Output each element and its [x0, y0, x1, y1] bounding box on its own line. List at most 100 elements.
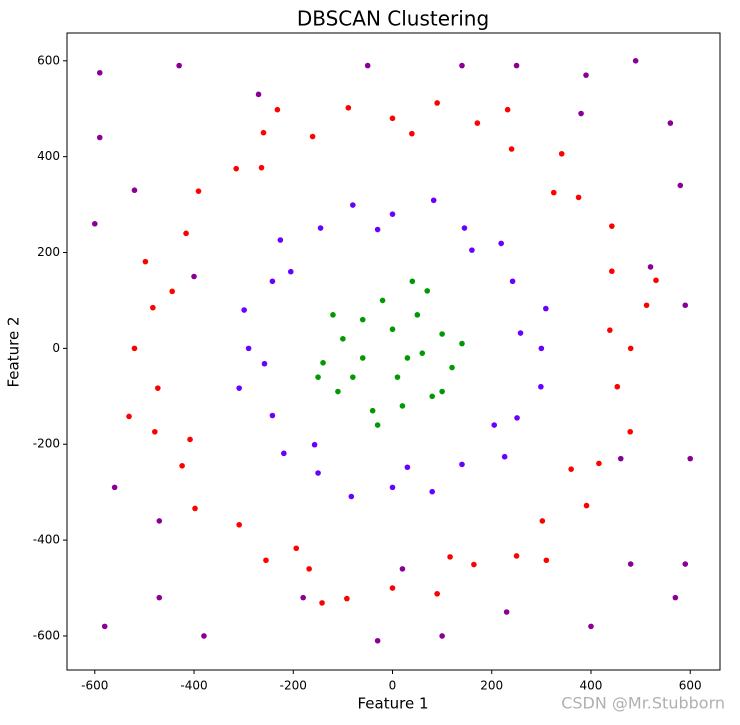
point [315, 470, 321, 476]
point [183, 230, 189, 237]
point [195, 188, 202, 194]
point [320, 359, 326, 366]
point [241, 307, 247, 313]
x-tick-label: -400 [180, 679, 207, 693]
point [281, 450, 287, 457]
point [647, 264, 654, 270]
point [424, 288, 431, 294]
point [350, 374, 356, 380]
point [672, 594, 679, 601]
x-tick-label: 0 [389, 679, 397, 693]
y-tick-label: -600 [33, 628, 60, 642]
point [269, 412, 276, 419]
point [429, 393, 436, 400]
point [514, 415, 520, 421]
point [429, 488, 436, 495]
point [474, 120, 481, 126]
point [682, 561, 689, 567]
point [156, 518, 163, 524]
point [335, 388, 341, 395]
point [150, 304, 156, 311]
point [187, 436, 193, 443]
watermark: CSDN @Mr.Stubborn [561, 694, 725, 713]
point [404, 464, 411, 471]
point [311, 441, 318, 448]
point [131, 187, 138, 194]
point [399, 566, 406, 572]
point [255, 91, 262, 98]
point [399, 403, 406, 409]
y-tick-label: -400 [33, 533, 60, 547]
point [96, 69, 103, 76]
point [374, 226, 381, 233]
point [369, 407, 376, 414]
point [245, 345, 252, 352]
point [293, 545, 300, 552]
point [306, 566, 312, 572]
point [96, 134, 103, 141]
point [543, 557, 550, 564]
point [609, 223, 615, 229]
point [261, 360, 268, 367]
point [575, 194, 582, 201]
point [617, 455, 624, 462]
x-axis-label: Feature 1 [358, 695, 429, 713]
point [389, 115, 396, 122]
point [471, 561, 477, 568]
point [155, 385, 161, 391]
point [508, 146, 515, 152]
point [596, 460, 602, 467]
point [389, 484, 396, 491]
point [667, 120, 674, 126]
point [538, 383, 544, 390]
point [614, 383, 621, 390]
point [543, 305, 549, 312]
point [434, 590, 440, 597]
point [300, 594, 306, 601]
point [236, 385, 242, 391]
point [345, 104, 352, 111]
x-tick-label: -200 [280, 679, 307, 693]
point [374, 637, 381, 644]
point [277, 237, 284, 243]
point [550, 189, 557, 196]
point [192, 505, 198, 512]
chart-title: DBSCAN Clustering [297, 7, 489, 31]
point [632, 57, 639, 64]
point [558, 150, 565, 157]
point [152, 428, 158, 435]
point [258, 164, 265, 171]
point [414, 312, 421, 318]
point [513, 62, 520, 69]
point [126, 413, 132, 420]
y-tick-label: 0 [52, 341, 60, 355]
point [439, 633, 445, 639]
point [677, 182, 684, 189]
point [374, 422, 381, 428]
point [461, 225, 468, 231]
x-tick-label: -600 [81, 679, 108, 693]
point [274, 106, 281, 113]
point [201, 633, 207, 639]
point [434, 100, 440, 106]
point [449, 364, 455, 371]
point [269, 278, 276, 285]
point [459, 461, 465, 468]
point [91, 220, 98, 227]
point [101, 623, 108, 630]
point [627, 561, 634, 567]
point [627, 345, 634, 352]
point [287, 268, 294, 275]
y-axis-label: Feature 2 [5, 317, 23, 388]
point [583, 502, 590, 509]
y-tick-label: 400 [37, 149, 60, 163]
point [538, 345, 545, 352]
point [389, 211, 396, 217]
point [459, 62, 465, 69]
point [409, 278, 416, 285]
point [330, 312, 336, 318]
point [419, 350, 426, 356]
point [503, 609, 510, 615]
point [348, 493, 355, 500]
point [179, 463, 185, 469]
